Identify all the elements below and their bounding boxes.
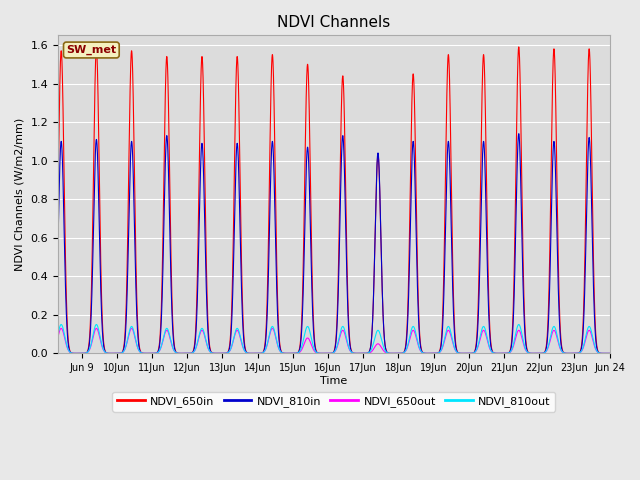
NDVI_810out bbox=[361, 350, 369, 356]
Line: NDVI_650in: NDVI_650in bbox=[58, 47, 609, 353]
NDVI_810out bbox=[605, 350, 613, 356]
NDVI_650in bbox=[605, 350, 613, 356]
NDVI_810in bbox=[141, 350, 149, 356]
NDVI_810in bbox=[409, 140, 417, 146]
NDVI_650in bbox=[605, 350, 613, 356]
NDVI_650in bbox=[141, 350, 149, 356]
NDVI_810out bbox=[58, 322, 65, 327]
NDVI_650out bbox=[58, 325, 65, 331]
Line: NDVI_810out: NDVI_810out bbox=[58, 324, 609, 353]
NDVI_810in bbox=[361, 350, 369, 356]
Legend: NDVI_650in, NDVI_810in, NDVI_650out, NDVI_810out: NDVI_650in, NDVI_810in, NDVI_650out, NDV… bbox=[113, 392, 555, 411]
NDVI_650in bbox=[199, 70, 207, 75]
NDVI_810in bbox=[605, 350, 613, 356]
NDVI_650in bbox=[314, 350, 322, 356]
NDVI_650out bbox=[54, 334, 62, 339]
NDVI_650out bbox=[361, 350, 369, 356]
NDVI_650out bbox=[141, 350, 149, 356]
NDVI_650in bbox=[54, 190, 62, 195]
NDVI_810in bbox=[515, 131, 523, 136]
NDVI_650out bbox=[605, 350, 613, 356]
NDVI_650in bbox=[515, 44, 523, 50]
Y-axis label: NDVI Channels (W/m2/mm): NDVI Channels (W/m2/mm) bbox=[15, 118, 25, 271]
NDVI_810out bbox=[54, 331, 62, 337]
NDVI_810in bbox=[314, 350, 322, 356]
X-axis label: Time: Time bbox=[320, 376, 348, 386]
NDVI_650out bbox=[605, 350, 613, 356]
NDVI_650out bbox=[409, 327, 417, 333]
NDVI_650out bbox=[314, 350, 322, 356]
NDVI_810out bbox=[409, 324, 417, 329]
NDVI_650out bbox=[199, 328, 207, 334]
NDVI_810in bbox=[54, 238, 62, 244]
NDVI_810out bbox=[141, 350, 149, 356]
NDVI_810out bbox=[199, 326, 207, 332]
NDVI_650in bbox=[409, 73, 417, 79]
NDVI_810out bbox=[605, 350, 613, 356]
NDVI_650in bbox=[361, 350, 369, 356]
NDVI_810in bbox=[199, 152, 207, 157]
Line: NDVI_650out: NDVI_650out bbox=[58, 328, 609, 353]
NDVI_810in bbox=[605, 350, 613, 356]
Title: NDVI Channels: NDVI Channels bbox=[277, 15, 390, 30]
NDVI_810out bbox=[314, 350, 322, 356]
Line: NDVI_810in: NDVI_810in bbox=[58, 133, 609, 353]
Text: SW_met: SW_met bbox=[67, 45, 116, 55]
